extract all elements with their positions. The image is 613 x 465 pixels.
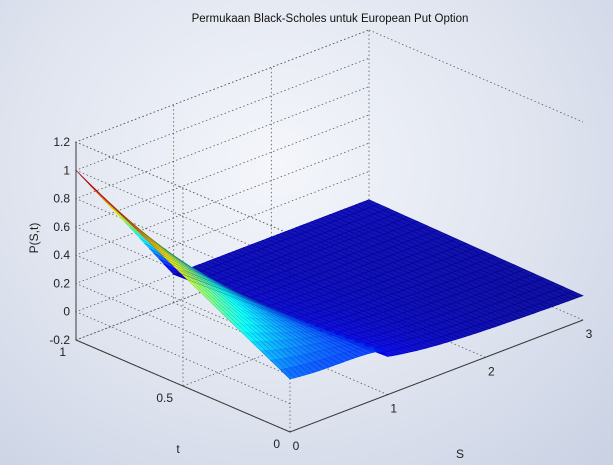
x-tick-label: 0: [293, 439, 300, 453]
mesh-line: [334, 212, 549, 309]
mesh-line: [271, 236, 486, 331]
chart-title: Permukaan Black-Scholes untuk European P…: [192, 13, 469, 25]
mesh-line: [95, 190, 310, 374]
mesh-line: [212, 259, 427, 349]
mesh-line: [129, 227, 344, 363]
mesh-line: [285, 231, 501, 326]
mesh-line: [75, 170, 291, 380]
mesh-line: [359, 203, 574, 300]
mesh-line: [188, 268, 403, 355]
z-tick-label: 0.8: [53, 192, 70, 206]
grid-line: [74, 29, 370, 235]
mesh-line: [105, 201, 320, 371]
mesh-line: [280, 233, 496, 328]
mesh-line: [158, 258, 374, 353]
mesh-line: [134, 232, 349, 361]
mesh-line: [349, 206, 564, 303]
mesh-line: [227, 253, 442, 345]
mesh-line: [237, 249, 452, 342]
surface-mesh: [75, 170, 584, 380]
mesh-line: [339, 210, 554, 307]
mesh-line: [261, 240, 476, 334]
mesh-line: [295, 227, 510, 322]
mesh-line: [198, 264, 413, 352]
mesh-line: [368, 199, 584, 296]
mesh-line: [251, 244, 466, 337]
z-tick-label: -0.2: [49, 333, 70, 347]
mesh-line: [344, 208, 559, 305]
z-tick-label: 1.2: [53, 135, 70, 149]
mesh-line: [124, 222, 339, 364]
mesh-line: [163, 263, 378, 352]
mesh-line: [315, 219, 530, 316]
mesh-line: [207, 261, 422, 350]
mesh-line: [139, 237, 354, 359]
x-tick-label: 3: [586, 327, 593, 341]
mesh-line: [324, 216, 540, 312]
z-tick-label: 1: [63, 163, 70, 177]
mesh-line: [305, 223, 520, 319]
mesh-line: [100, 196, 315, 373]
mesh-line: [110, 206, 325, 370]
mesh-line: [354, 205, 569, 302]
mesh-line: [193, 266, 408, 353]
mesh-line: [217, 257, 432, 347]
mesh-line: [149, 248, 364, 356]
z-tick-label: 0.2: [53, 276, 70, 290]
mesh-line: [90, 185, 305, 376]
mesh-line: [153, 253, 369, 354]
mesh-line: [119, 216, 335, 366]
mesh-line: [320, 218, 535, 314]
tick-labels: -0.2 0 0.2 0.4 0.6 0.8 1 1.2 0 1 2 3 0 0.5 1: [49, 135, 592, 453]
surface-patch: [567, 290, 584, 298]
mesh-line: [329, 214, 545, 310]
x-tick-label: 2: [488, 364, 495, 378]
x-axis-label: S: [456, 447, 464, 461]
mesh-line: [222, 255, 437, 346]
y-tick-label: 0.5: [156, 391, 173, 405]
mesh-line: [256, 242, 471, 336]
mesh-line: [290, 229, 505, 324]
mesh-line: [232, 251, 447, 343]
mesh-line: [178, 272, 393, 356]
grid-line: [74, 29, 370, 235]
mesh-line: [85, 180, 300, 377]
mesh-line: [114, 211, 330, 368]
mesh-line: [80, 175, 296, 378]
y-axis-label: t: [176, 442, 180, 456]
mesh-line: [300, 225, 515, 321]
y-tick-label: 0: [273, 437, 280, 451]
mesh-line: [266, 238, 481, 332]
mesh-line: [144, 242, 359, 357]
mesh-line: [310, 221, 525, 317]
mesh-line: [363, 201, 579, 298]
z-axis-label: P(S,t): [27, 223, 41, 254]
mesh-line: [276, 234, 491, 329]
mesh-line: [168, 268, 383, 351]
axis-frame: [75, 319, 584, 433]
mesh-line: [173, 274, 388, 357]
grid-line: [368, 29, 584, 123]
mesh-line: [183, 270, 398, 356]
mesh-line: [246, 246, 461, 339]
x-tick-label: 1: [390, 402, 397, 416]
mesh-line: [202, 262, 418, 351]
y-tick-label: 1: [59, 345, 66, 359]
mesh-line: [241, 247, 457, 340]
z-tick-label: 0.6: [53, 220, 70, 234]
z-tick-label: 0: [63, 305, 70, 319]
z-tick-label: 0.4: [53, 248, 70, 262]
